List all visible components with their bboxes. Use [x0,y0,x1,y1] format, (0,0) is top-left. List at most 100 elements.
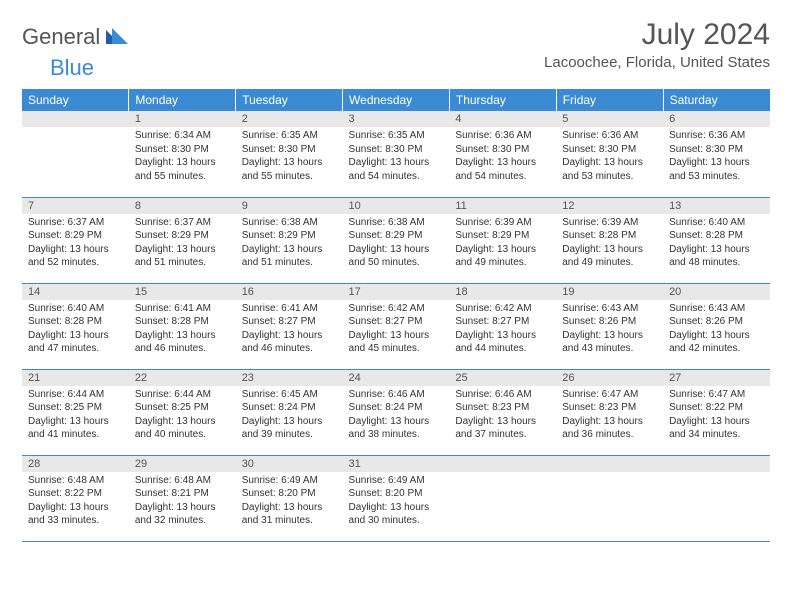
calendar-row: 21Sunrise: 6:44 AMSunset: 8:25 PMDayligh… [22,369,770,455]
day-number: 2 [236,111,343,127]
day-detail-line: and 54 minutes. [349,170,444,184]
day-number: 5 [556,111,663,127]
day-detail-line: and 42 minutes. [669,342,764,356]
day-number: 24 [343,370,450,386]
day-detail-line: Daylight: 13 hours [242,156,337,170]
day-detail-line: Sunrise: 6:48 AM [28,474,123,488]
day-number: 23 [236,370,343,386]
day-detail-line: Sunset: 8:22 PM [28,487,123,501]
day-detail-line: Sunset: 8:29 PM [135,229,230,243]
calendar-cell: 9Sunrise: 6:38 AMSunset: 8:29 PMDaylight… [236,197,343,283]
day-detail-line: Sunrise: 6:40 AM [28,302,123,316]
day-details: Sunrise: 6:45 AMSunset: 8:24 PMDaylight:… [236,386,343,446]
day-detail-line: Sunset: 8:22 PM [669,401,764,415]
calendar-cell: 28Sunrise: 6:48 AMSunset: 8:22 PMDayligh… [22,455,129,541]
day-detail-line: and 45 minutes. [349,342,444,356]
calendar-cell: 11Sunrise: 6:39 AMSunset: 8:29 PMDayligh… [449,197,556,283]
day-detail-line: Daylight: 13 hours [135,243,230,257]
day-details: Sunrise: 6:47 AMSunset: 8:22 PMDaylight:… [663,386,770,446]
day-detail-line: Sunset: 8:28 PM [669,229,764,243]
day-detail-line: Sunset: 8:21 PM [135,487,230,501]
day-number: 12 [556,198,663,214]
day-details: Sunrise: 6:42 AMSunset: 8:27 PMDaylight:… [343,300,450,360]
day-detail-line: and 51 minutes. [242,256,337,270]
calendar-row: 7Sunrise: 6:37 AMSunset: 8:29 PMDaylight… [22,197,770,283]
day-detail-line: Daylight: 13 hours [135,156,230,170]
day-details: Sunrise: 6:37 AMSunset: 8:29 PMDaylight:… [129,214,236,274]
calendar-cell: 13Sunrise: 6:40 AMSunset: 8:28 PMDayligh… [663,197,770,283]
weekday-header: Monday [129,89,236,111]
day-number: 20 [663,284,770,300]
day-detail-line: and 50 minutes. [349,256,444,270]
day-number: 3 [343,111,450,127]
day-detail-line: Daylight: 13 hours [562,415,657,429]
day-detail-line: Sunset: 8:26 PM [669,315,764,329]
day-details: Sunrise: 6:46 AMSunset: 8:23 PMDaylight:… [449,386,556,446]
day-details: Sunrise: 6:44 AMSunset: 8:25 PMDaylight:… [129,386,236,446]
day-detail-line: Daylight: 13 hours [562,156,657,170]
day-detail-line: Daylight: 13 hours [28,243,123,257]
day-detail-line: Sunrise: 6:36 AM [455,129,550,143]
day-detail-line: Sunset: 8:29 PM [349,229,444,243]
day-detail-line: and 47 minutes. [28,342,123,356]
calendar-cell: 20Sunrise: 6:43 AMSunset: 8:26 PMDayligh… [663,283,770,369]
day-detail-line: Sunrise: 6:36 AM [562,129,657,143]
day-number: 19 [556,284,663,300]
day-detail-line: Sunset: 8:30 PM [669,143,764,157]
calendar-cell: 10Sunrise: 6:38 AMSunset: 8:29 PMDayligh… [343,197,450,283]
weekday-header: Thursday [449,89,556,111]
weekday-header: Friday [556,89,663,111]
day-number-empty [663,456,770,472]
calendar-cell [22,111,129,197]
day-number: 1 [129,111,236,127]
day-detail-line: Sunset: 8:28 PM [28,315,123,329]
day-number: 30 [236,456,343,472]
calendar-cell: 18Sunrise: 6:42 AMSunset: 8:27 PMDayligh… [449,283,556,369]
day-number: 31 [343,456,450,472]
day-detail-line: and 30 minutes. [349,514,444,528]
calendar-cell: 2Sunrise: 6:35 AMSunset: 8:30 PMDaylight… [236,111,343,197]
day-details: Sunrise: 6:39 AMSunset: 8:28 PMDaylight:… [556,214,663,274]
day-details: Sunrise: 6:41 AMSunset: 8:28 PMDaylight:… [129,300,236,360]
day-detail-line: Daylight: 13 hours [669,243,764,257]
day-detail-line: Daylight: 13 hours [669,156,764,170]
day-number: 27 [663,370,770,386]
day-detail-line: Sunset: 8:25 PM [28,401,123,415]
day-detail-line: Daylight: 13 hours [349,415,444,429]
day-detail-line: Sunrise: 6:46 AM [455,388,550,402]
day-detail-line: and 32 minutes. [135,514,230,528]
day-detail-line: Daylight: 13 hours [135,329,230,343]
day-detail-line: Sunrise: 6:43 AM [562,302,657,316]
weekday-header: Saturday [663,89,770,111]
day-detail-line: Sunrise: 6:40 AM [669,216,764,230]
calendar-cell: 22Sunrise: 6:44 AMSunset: 8:25 PMDayligh… [129,369,236,455]
day-details: Sunrise: 6:48 AMSunset: 8:22 PMDaylight:… [22,472,129,532]
day-detail-line: Daylight: 13 hours [669,329,764,343]
day-detail-line: Daylight: 13 hours [455,415,550,429]
day-detail-line: Sunrise: 6:37 AM [135,216,230,230]
day-detail-line: Sunset: 8:30 PM [349,143,444,157]
day-detail-line: Daylight: 13 hours [349,243,444,257]
day-detail-line: Sunrise: 6:44 AM [135,388,230,402]
day-number: 10 [343,198,450,214]
day-detail-line: Daylight: 13 hours [455,243,550,257]
day-detail-line: Sunrise: 6:45 AM [242,388,337,402]
day-detail-line: Sunset: 8:27 PM [349,315,444,329]
day-detail-line: and 31 minutes. [242,514,337,528]
calendar-cell: 8Sunrise: 6:37 AMSunset: 8:29 PMDaylight… [129,197,236,283]
day-detail-line: Sunrise: 6:36 AM [669,129,764,143]
day-detail-line: and 49 minutes. [562,256,657,270]
day-number: 4 [449,111,556,127]
location: Lacoochee, Florida, United States [544,54,770,71]
day-details: Sunrise: 6:43 AMSunset: 8:26 PMDaylight:… [556,300,663,360]
day-details: Sunrise: 6:40 AMSunset: 8:28 PMDaylight:… [22,300,129,360]
day-detail-line: Sunset: 8:30 PM [242,143,337,157]
day-detail-line: Sunset: 8:24 PM [349,401,444,415]
calendar-cell: 16Sunrise: 6:41 AMSunset: 8:27 PMDayligh… [236,283,343,369]
calendar-cell: 24Sunrise: 6:46 AMSunset: 8:24 PMDayligh… [343,369,450,455]
day-details: Sunrise: 6:40 AMSunset: 8:28 PMDaylight:… [663,214,770,274]
day-detail-line: Sunset: 8:25 PM [135,401,230,415]
calendar-cell: 12Sunrise: 6:39 AMSunset: 8:28 PMDayligh… [556,197,663,283]
day-detail-line: Sunset: 8:30 PM [562,143,657,157]
day-details: Sunrise: 6:36 AMSunset: 8:30 PMDaylight:… [556,127,663,187]
